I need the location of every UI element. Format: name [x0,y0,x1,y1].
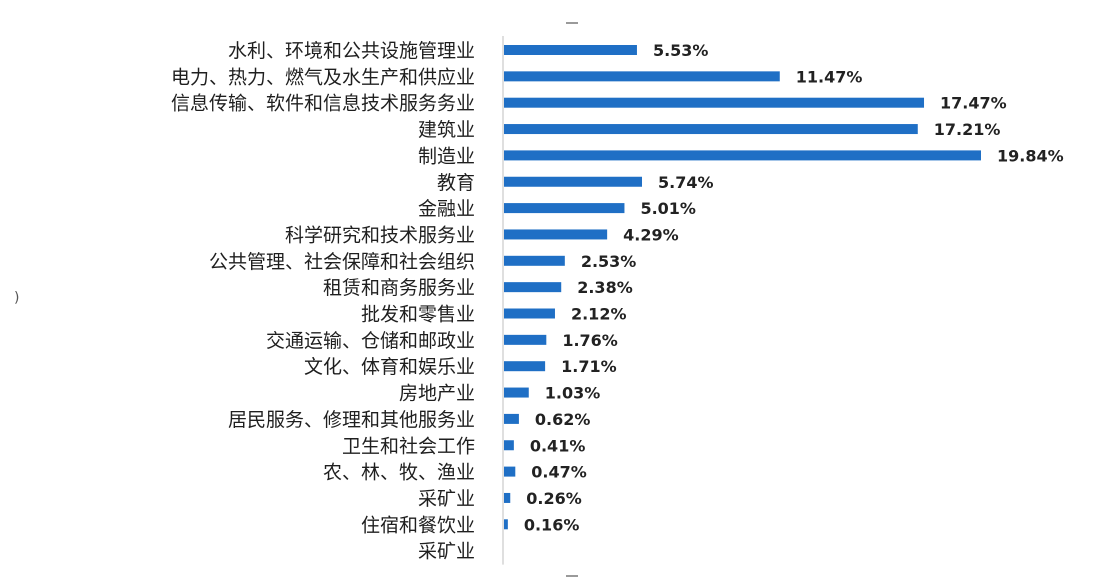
category-label: 科学研究和技术服务业 [285,224,475,246]
bar [504,466,516,477]
bar [504,387,529,398]
value-label: 11.47% [796,67,863,86]
top-edge-mark [566,22,578,24]
category-label: 卫生和社会工作 [342,435,475,457]
category-label: 电力、热力、燃气及水生产和供应业 [171,66,475,88]
value-label: 0.47% [531,463,587,482]
bar [504,255,565,266]
category-label: 教育 [437,172,475,194]
value-label: 2.12% [571,305,627,324]
value-label: 5.74% [658,173,714,192]
bar [504,45,637,55]
bar [504,229,608,240]
value-label: 17.21% [934,120,1001,139]
value-label: 1.71% [561,357,617,376]
value-label: 1.03% [545,384,601,403]
bar [504,282,562,293]
category-label: 水利、环境和公共设施管理业 [228,40,475,62]
value-label: 1.76% [562,331,618,350]
bar [504,308,555,319]
bottom-edge-mark [566,575,578,577]
category-label: 居民服务、修理和其他服务业 [228,409,475,431]
category-label: 金融业 [418,198,475,220]
bar [504,97,925,108]
value-label: 17.47% [940,94,1007,113]
category-label: 采矿业 [418,488,475,510]
category-label: 房地产业 [399,383,475,405]
category-label: 文化、体育和娱乐业 [304,356,475,378]
value-label: 0.62% [535,410,591,429]
left-edge-glyph: ) [14,290,20,306]
category-label: 租赁和商务服务业 [323,277,475,299]
value-label: 5.01% [640,199,696,218]
bar [504,334,547,345]
bar [504,71,780,82]
value-label: 19.84% [997,146,1064,165]
value-label: 2.53% [581,252,637,271]
bar [504,203,625,214]
bar [504,361,546,372]
category-label: 采矿业 [418,541,475,563]
value-label: 2.38% [577,278,633,297]
category-label: 公共管理、社会保障和社会组织 [209,251,475,273]
bar [504,124,918,135]
category-label: 信息传输、软件和信息技术服务务业 [171,93,475,115]
category-label: 住宿和餐饮业 [361,514,475,536]
value-label: 4.29% [623,225,679,244]
bar [504,176,643,187]
bar [504,440,514,451]
category-label: 农、林、牧、渔业 [323,462,475,484]
bar [504,413,519,424]
value-label: 0.26% [526,489,582,508]
bar [504,492,511,503]
category-label: 制造业 [418,145,475,167]
category-label: 批发和零售业 [361,304,475,326]
bar [504,519,508,530]
value-label: 0.16% [524,515,580,534]
bar [504,150,981,161]
category-label: 交通运输、仓储和邮政业 [266,330,475,352]
value-label: 0.41% [530,436,586,455]
value-label: 5.53% [653,41,709,60]
category-label: 建筑业 [418,119,475,141]
